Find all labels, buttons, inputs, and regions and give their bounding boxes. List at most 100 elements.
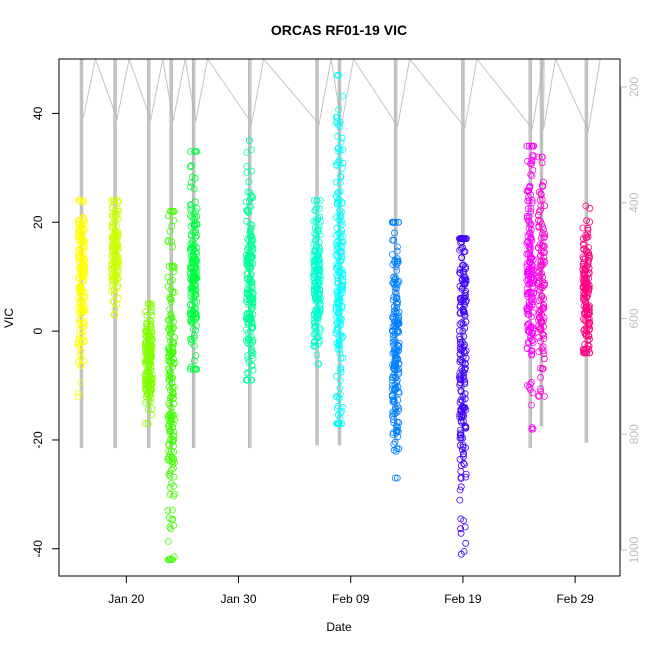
data-point: [108, 224, 116, 232]
data-point: [539, 230, 546, 237]
data-point: [528, 351, 535, 359]
data-point: [246, 328, 254, 336]
data-point: [108, 204, 116, 211]
data-point: [79, 197, 86, 204]
data-point: [169, 460, 177, 468]
data-point: [459, 417, 467, 425]
data-point: [537, 337, 544, 345]
data-point: [335, 195, 343, 203]
data-point: [462, 539, 470, 547]
data-point: [77, 285, 84, 293]
series-2016-02-26: [534, 153, 549, 400]
data-point: [79, 319, 86, 327]
data-point: [77, 354, 85, 362]
data-point: [166, 329, 174, 337]
data-point: [147, 300, 155, 308]
data-point: [142, 386, 150, 394]
data-point: [460, 235, 468, 243]
data-point: [457, 340, 465, 348]
data-point: [580, 295, 588, 303]
data-point: [165, 316, 173, 324]
data-point: [540, 301, 547, 309]
data-point: [244, 315, 252, 323]
data-point: [148, 335, 156, 343]
data-point: [193, 322, 200, 330]
data-point: [524, 321, 531, 329]
data-point: [391, 284, 399, 292]
data-point: [77, 295, 85, 303]
data-point: [457, 525, 465, 533]
data-point: [165, 441, 173, 449]
data-point: [146, 378, 154, 386]
data-point: [527, 332, 535, 340]
data-point: [187, 315, 195, 323]
data-point: [77, 310, 85, 318]
data-point: [460, 369, 468, 377]
data-point: [247, 340, 255, 348]
data-point: [248, 376, 256, 384]
data-point: [76, 245, 84, 253]
data-point: [339, 278, 347, 285]
data-point: [393, 285, 400, 292]
series-2016-01-26: [186, 148, 201, 373]
data-point: [110, 197, 118, 204]
data-point: [314, 278, 322, 286]
data-point: [525, 197, 533, 205]
data-point: [141, 343, 149, 351]
data-point: [248, 352, 256, 360]
data-point: [79, 259, 87, 267]
data-point: [392, 290, 400, 298]
data-point: [166, 333, 174, 340]
data-point: [460, 261, 468, 269]
data-point: [313, 197, 321, 204]
data-point: [164, 238, 172, 245]
data-point: [527, 289, 535, 296]
data-point: [539, 223, 546, 231]
data-point: [109, 273, 117, 281]
data-point: [192, 326, 200, 334]
data-point: [461, 324, 469, 332]
data-point: [539, 347, 547, 355]
data-point: [192, 248, 200, 256]
data-point: [540, 295, 547, 303]
data-point: [164, 507, 172, 515]
data-point: [526, 243, 534, 251]
right-tick-label: 1000: [627, 536, 641, 563]
data-point: [334, 309, 342, 317]
data-point: [335, 339, 343, 347]
data-point: [186, 264, 194, 272]
data-point: [248, 278, 256, 286]
data-point: [191, 298, 199, 306]
data-point: [459, 441, 467, 449]
data-point: [338, 243, 346, 251]
data-point: [458, 347, 465, 355]
data-point: [147, 308, 155, 315]
data-point: [192, 234, 200, 241]
data-point: [144, 330, 151, 338]
data-point: [536, 287, 544, 294]
data-point: [191, 280, 199, 288]
data-point: [527, 171, 535, 178]
right-axis: 200 400 600 800 1000: [620, 77, 641, 563]
data-point: [79, 305, 86, 313]
data-point: [334, 189, 341, 197]
data-point: [312, 306, 320, 314]
data-point: [586, 325, 594, 333]
data-point: [168, 404, 175, 412]
data-point: [524, 288, 532, 296]
data-point: [536, 241, 544, 249]
data-point: [246, 226, 254, 233]
data-point: [583, 283, 591, 291]
x-tick-label: Feb 09: [332, 592, 370, 606]
data-point: [191, 310, 199, 318]
data-point: [338, 238, 345, 246]
data-point: [585, 249, 593, 257]
data-point: [169, 268, 177, 276]
data-point: [586, 349, 593, 357]
data-point: [248, 167, 256, 175]
y-axis-label: VIC: [2, 308, 16, 328]
data-point: [457, 473, 465, 481]
data-point: [585, 284, 593, 292]
data-point: [457, 296, 465, 304]
data-point: [190, 222, 198, 230]
